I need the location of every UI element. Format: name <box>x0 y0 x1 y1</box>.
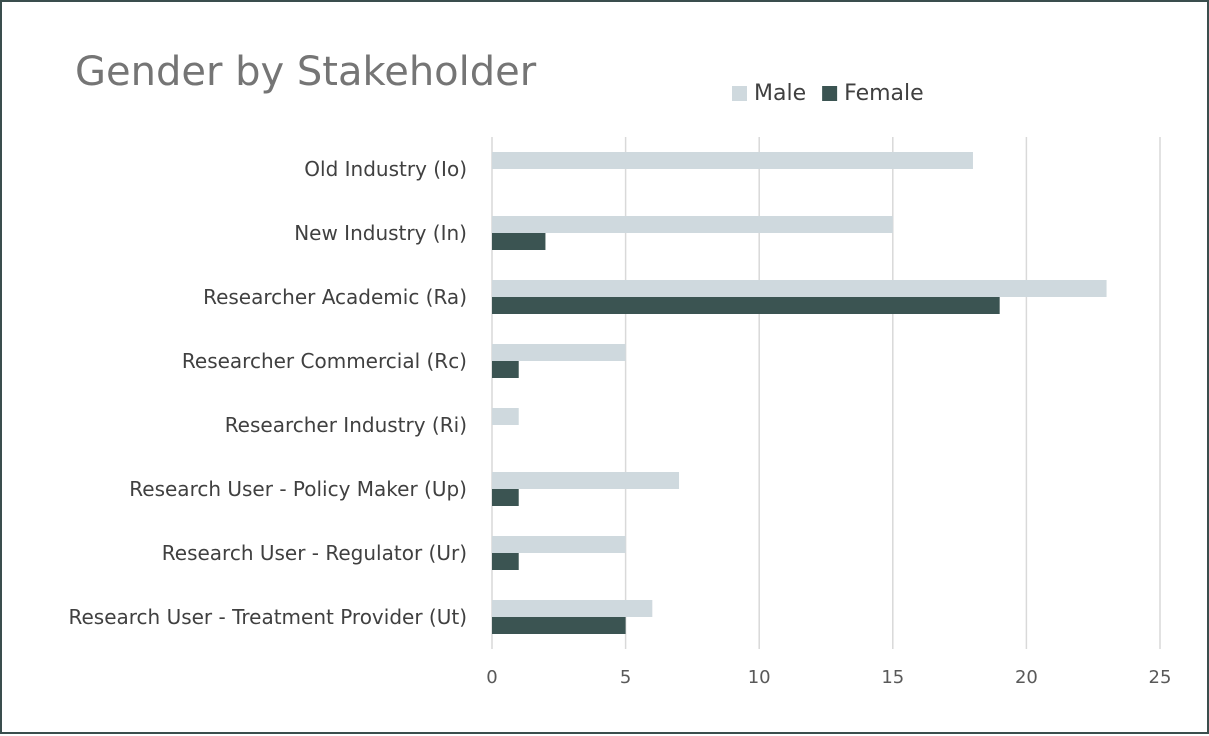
legend-swatch <box>732 86 747 101</box>
legend-label: Male <box>754 81 806 106</box>
bar <box>492 536 626 553</box>
legend-swatch <box>822 86 838 101</box>
y-tick-label: Research User - Regulator (Ur) <box>161 540 467 565</box>
x-tick-label: 25 <box>1149 667 1172 688</box>
x-tick-label: 10 <box>748 667 771 688</box>
x-tick-label: 20 <box>1015 667 1038 688</box>
bar <box>492 489 519 506</box>
bar <box>492 600 653 617</box>
y-tick-label: Research User - Policy Maker (Up) <box>129 476 467 501</box>
bar <box>492 553 519 570</box>
y-tick-label: Researcher Academic (Ra) <box>203 284 467 309</box>
legend-label: Female <box>844 81 924 106</box>
bar <box>492 344 626 361</box>
bar <box>492 152 973 169</box>
bar <box>492 408 519 425</box>
bar <box>492 216 893 233</box>
y-tick-label: Research User - Treatment Provider (Ut) <box>68 604 467 629</box>
y-tick-label: Researcher Commercial (Rc) <box>181 348 467 373</box>
chart-title: Gender by Stakeholder <box>75 49 537 95</box>
bar <box>492 233 546 250</box>
y-tick-label: Old Industry (Io) <box>304 156 467 181</box>
bar <box>492 297 1000 314</box>
bar <box>492 280 1107 297</box>
y-tick-label: Researcher Industry (Ri) <box>224 412 467 437</box>
bar <box>492 472 680 489</box>
bar <box>492 361 519 378</box>
bar <box>492 617 626 634</box>
x-tick-label: 5 <box>620 667 631 688</box>
y-tick-label: New Industry (In) <box>294 220 467 245</box>
x-tick-label: 15 <box>881 667 904 688</box>
x-tick-label: 0 <box>486 667 497 688</box>
